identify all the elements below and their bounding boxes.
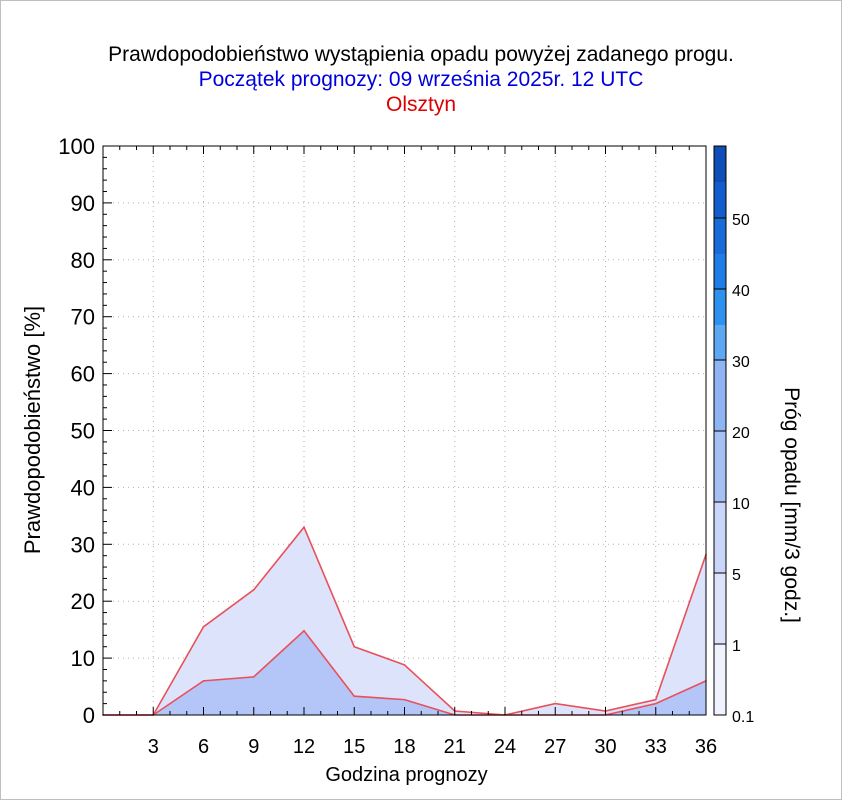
colorbar-tick-label: 10 xyxy=(732,496,750,513)
colorbar-tick-label: 1 xyxy=(732,638,741,655)
colorbar-tick-label: 20 xyxy=(732,425,750,442)
colorbar-segment xyxy=(714,325,726,360)
x-tick-label: 27 xyxy=(544,736,566,758)
data-point xyxy=(252,676,255,678)
colorbar-tick-label: 50 xyxy=(732,212,750,229)
colorbar-tick-label: 30 xyxy=(732,354,750,371)
y-axis-label: Prawdopodobieństwo [%] xyxy=(20,306,45,554)
forecast-start-label: Początek prognozy: 09 września 2025r. 12… xyxy=(198,68,644,91)
colorbar: 0.1 1 5 10 20 30 40 50 xyxy=(713,145,754,726)
x-tick-label: 15 xyxy=(343,736,365,758)
colorbar-segment xyxy=(714,254,726,289)
location-label: Olsztyn xyxy=(385,93,456,116)
x-tick-label: 12 xyxy=(293,736,315,758)
colorbar-tick-label: 0.1 xyxy=(732,709,754,726)
data-point xyxy=(554,702,557,705)
data-point xyxy=(403,664,406,666)
x-tick-label: 9 xyxy=(248,736,259,758)
data-point xyxy=(202,680,205,682)
colorbar-segment xyxy=(714,218,726,254)
x-tick-label: 30 xyxy=(594,736,616,758)
data-point xyxy=(303,629,305,632)
y-tick-label: 20 xyxy=(71,589,95,614)
colorbar-label: Próg opadu [mm/3 godz.] xyxy=(780,387,803,623)
y-tick-label: 100 xyxy=(58,134,95,159)
colorbar-segment xyxy=(714,146,726,182)
colorbar-segment xyxy=(714,502,726,573)
colorbar-segment xyxy=(714,289,726,325)
colorbar-tick-label: 5 xyxy=(732,567,741,584)
chart-title: Prawdopodobieństwo wystąpienia opadu pow… xyxy=(108,43,734,66)
y-tick-label: 40 xyxy=(71,475,95,500)
y-tick-label: 90 xyxy=(71,191,95,216)
area-threshold-0.1 xyxy=(103,527,706,715)
x-tick-label: 33 xyxy=(645,736,667,758)
colorbar-segment xyxy=(714,573,726,644)
x-tick-label: 24 xyxy=(494,736,516,758)
area-threshold-1 xyxy=(103,630,706,715)
y-tick-label: 60 xyxy=(71,362,95,387)
y-tick-label: 80 xyxy=(71,248,95,273)
data-point xyxy=(353,695,356,698)
grid-lines xyxy=(103,145,707,716)
x-tick-label: 18 xyxy=(393,736,415,758)
data-point xyxy=(303,526,305,529)
data-point xyxy=(654,698,657,701)
y-tick-label: 50 xyxy=(71,419,95,444)
colorbar-tick-label: 40 xyxy=(732,283,750,300)
y-axis-ticks: 0 10 20 30 40 50 60 70 80 90 100 xyxy=(58,134,112,728)
data-point xyxy=(403,698,406,701)
colorbar-segment xyxy=(714,360,726,431)
data-point xyxy=(202,626,205,628)
x-tick-label: 3 xyxy=(148,736,159,758)
y-tick-label: 30 xyxy=(71,532,95,557)
x-axis-label: Godzina prognozy xyxy=(325,764,487,786)
data-point xyxy=(654,702,657,705)
y-tick-label: 0 xyxy=(83,703,95,728)
y-tick-label: 70 xyxy=(71,305,95,330)
x-tick-label: 36 xyxy=(695,736,717,758)
data-point xyxy=(252,589,255,591)
data-point xyxy=(353,645,356,648)
y-tick-label: 10 xyxy=(71,646,95,671)
x-tick-label: 21 xyxy=(444,736,466,758)
colorbar-segment xyxy=(714,431,726,502)
colorbar-segment xyxy=(714,182,726,218)
x-tick-label: 6 xyxy=(198,736,209,758)
x-axis-ticks: 3 6 9 12 15 18 21 24 27 30 33 36 xyxy=(119,146,717,758)
colorbar-segment xyxy=(714,644,726,715)
